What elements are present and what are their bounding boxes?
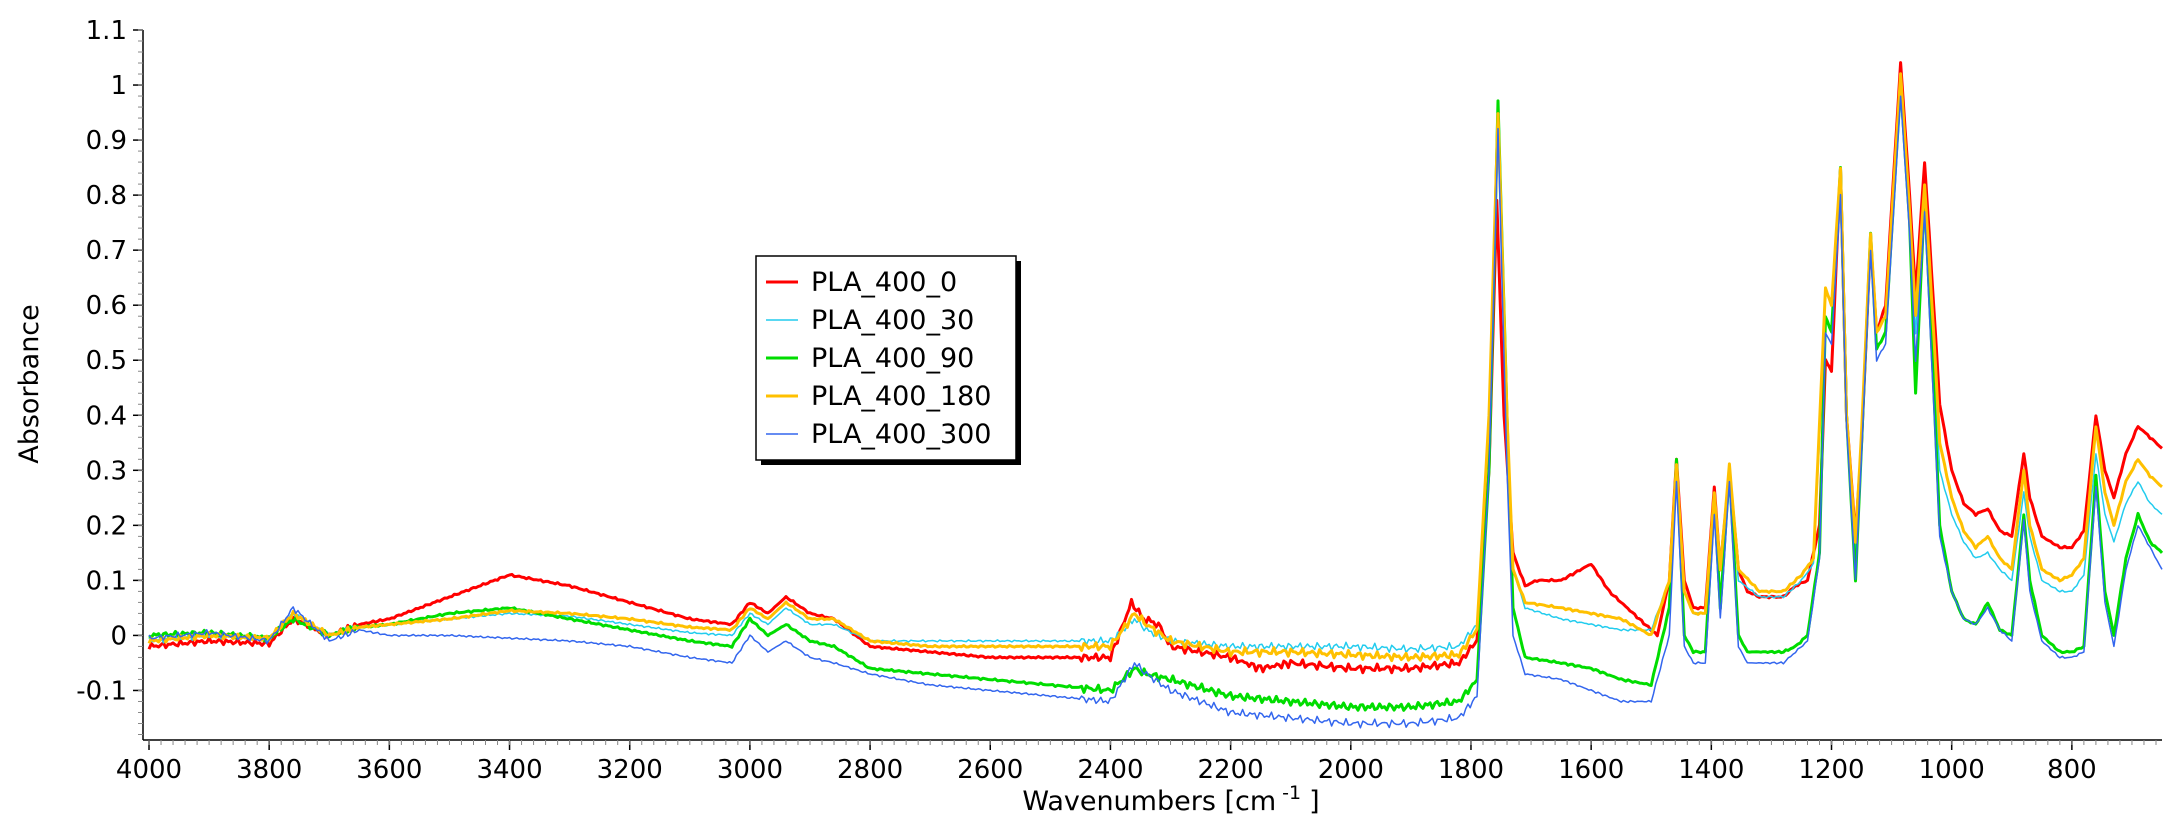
x-tick-label: 3800 — [236, 755, 302, 785]
y-tick-label: 0.4 — [86, 401, 127, 431]
series-PLA_400_90 — [148, 83, 2164, 712]
series-layer — [147, 61, 2164, 729]
legend-entry: PLA_400_300 — [811, 419, 991, 450]
y-tick-label: 0.9 — [86, 126, 127, 156]
x-tick-label: 1400 — [1678, 755, 1744, 785]
x-tick-label: 2200 — [1198, 755, 1264, 785]
y-tick-label: 0.6 — [86, 291, 127, 321]
y-tick-label: -0.1 — [76, 676, 127, 706]
x-tick-label: 3400 — [476, 755, 542, 785]
x-tick-label: 2800 — [837, 755, 903, 785]
legend-entry: PLA_400_180 — [811, 381, 991, 412]
x-tick-label: 1000 — [1919, 755, 1985, 785]
y-axis-title: Absorbance — [14, 304, 45, 464]
legend-entry: PLA_400_90 — [811, 343, 974, 374]
series-line — [147, 72, 2163, 663]
axes: -0.1 0 0.1 0.2 0.3 0.4 0.5 0.6 0.7 0.8 0.9 1 1.1 4000… — [76, 16, 2162, 785]
x-tick-label: 2600 — [957, 755, 1023, 785]
series-PLA_400_30 — [148, 84, 2163, 654]
y-tick-label: 0.5 — [86, 346, 127, 376]
legend-entry: PLA_400_0 — [811, 267, 957, 298]
x-tick-label: 2000 — [1318, 755, 1384, 785]
series-PLA_400_180 — [147, 72, 2163, 663]
x-axis-title: Wavenumbers [cm -1] — [1022, 782, 1319, 817]
legend-box — [755, 255, 1017, 461]
y-tick-label: 0 — [110, 621, 127, 651]
x-tick-label: 3000 — [717, 755, 783, 785]
x-tick-label: 4000 — [116, 755, 182, 785]
series-line — [147, 61, 2163, 675]
y-tick-label: 1 — [110, 71, 127, 101]
x-axis-title-main: Wavenumbers [cm — [1022, 786, 1276, 817]
x-tick-label: 1600 — [1558, 755, 1624, 785]
series-line — [148, 95, 2163, 729]
y-tick-label: 0.3 — [86, 456, 127, 486]
series-PLA_400_300 — [148, 95, 2163, 729]
x-tick-label: 2400 — [1077, 755, 1143, 785]
series-line — [148, 84, 2163, 654]
x-axis-title-suffix: ] — [1309, 786, 1320, 817]
x-tick-label: 3200 — [597, 755, 663, 785]
y-tick-label: 0.8 — [86, 181, 127, 211]
legend: PLA_400_0 PLA_400_30 PLA_400_90 PLA_400_180… — [755, 255, 1021, 465]
x-tick-label: 1200 — [1798, 755, 1864, 785]
x-tick-label: 800 — [2047, 755, 2097, 785]
y-tick-label: 1.1 — [86, 16, 127, 46]
x-axis-title-sup: -1 — [1282, 782, 1301, 804]
y-tick-label: 0.1 — [86, 566, 127, 596]
legend-entry: PLA_400_30 — [811, 305, 974, 336]
x-tick-label: 3600 — [356, 755, 422, 785]
y-tick-label: 0.2 — [86, 511, 127, 541]
axis-labels: Absorbance Wavenumbers [cm -1] — [14, 304, 1320, 817]
y-tick-label: 0.7 — [86, 236, 127, 266]
series-line — [148, 83, 2164, 712]
x-tick-label: 1800 — [1438, 755, 1504, 785]
series-PLA_400_0 — [147, 61, 2163, 675]
